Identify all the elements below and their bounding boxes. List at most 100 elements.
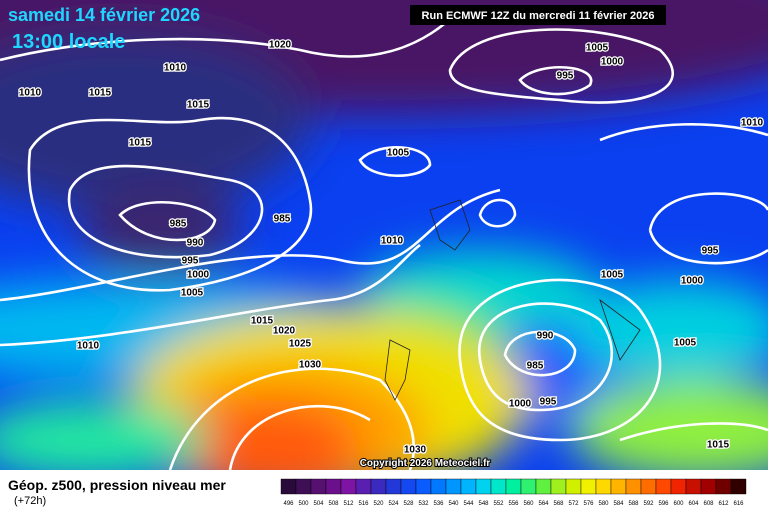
colorbar-cell: [625, 478, 642, 495]
isobar-label: 990: [537, 331, 554, 342]
colorbar-label: 588: [628, 501, 639, 507]
isobar-label: 1010: [164, 63, 187, 74]
colorbar-label: 596: [658, 501, 669, 507]
run-label: Run ECMWF 12Z du mercredi 11 février 202…: [422, 10, 655, 22]
colorbar-label: 560: [523, 501, 534, 507]
isobar-label: 1015: [707, 440, 730, 451]
isobar-label: 1015: [129, 138, 152, 149]
isobar-label: 1005: [586, 43, 609, 54]
colorbar-label: 516: [358, 501, 369, 507]
colorbar-cell: [415, 478, 432, 495]
colorbar-label: 580: [598, 501, 609, 507]
colorbar-label: 524: [388, 501, 399, 507]
isobar-label: 1000: [601, 57, 624, 68]
isobar-label: 1000: [681, 276, 704, 287]
colorbar-label: 612: [718, 501, 729, 507]
colorbar-label: 584: [613, 501, 624, 507]
colorbar-cell: [655, 478, 672, 495]
colorbar: 496 500 504 508 512 516 520 524 528 532 536 540 544 5…: [280, 478, 747, 507]
run-box: [410, 5, 666, 25]
time-label: 13:00 locale: [12, 31, 125, 53]
colorbar-label: 548: [478, 501, 489, 507]
colorbar-label: 604: [688, 501, 699, 507]
colorbar-cell: [505, 478, 522, 495]
isobar-label: 995: [702, 246, 719, 257]
colorbar-cell: [640, 478, 657, 495]
colorbar-cell: [370, 478, 387, 495]
colorbar-label: 496: [283, 501, 294, 507]
isobar-label: 990: [187, 238, 204, 249]
colorbar-cell: [430, 478, 447, 495]
colorbar-label: 572: [568, 501, 579, 507]
colorbar-cell: [490, 478, 507, 495]
colorbar-label: 600: [673, 501, 684, 507]
colorbar-label: 508: [328, 501, 339, 507]
isobar-label: 1030: [404, 445, 427, 456]
colorbar-label: 592: [643, 501, 654, 507]
isobar-label: 1000: [187, 270, 210, 281]
isobar-label: 1005: [181, 288, 204, 299]
colorbar-cell: [340, 478, 357, 495]
isobar-label: 995: [182, 256, 199, 267]
colorbar-label: 540: [448, 501, 459, 507]
colorbar-cell: [595, 478, 612, 495]
isobar-label: 1005: [601, 270, 624, 281]
colorbar-label: 556: [508, 501, 519, 507]
copyright: Copyright 2026 Meteociel.fr: [360, 458, 491, 469]
colorbar-label: 616: [733, 501, 744, 507]
colorbar-cell: [445, 478, 462, 495]
colorbar-cell: [460, 478, 477, 495]
colorbar-label: 520: [373, 501, 384, 507]
colorbar-cell: [565, 478, 582, 495]
isobar-label: 1025: [289, 339, 312, 350]
isobar-label: 985: [170, 219, 187, 230]
colorbar-label: 568: [553, 501, 564, 507]
colorbar-label: 504: [313, 501, 324, 507]
isobar-label: 1010: [381, 236, 404, 247]
lead-label: (+72h): [14, 495, 46, 507]
isobar-label: 1015: [89, 88, 112, 99]
isobar-label: 1020: [273, 326, 296, 337]
colorbar-label: 512: [343, 501, 354, 507]
field-label: Géop. z500, pression niveau mer: [8, 477, 226, 493]
colorbar-cell: [730, 478, 747, 495]
colorbar-label: 532: [418, 501, 429, 507]
colorbar-cell: [700, 478, 717, 495]
colorbar-cell: [580, 478, 597, 495]
isobar-label: 1010: [19, 88, 42, 99]
isobar-label: 1030: [299, 360, 322, 371]
isobar-label: 1010: [741, 118, 764, 129]
isobar-label: 1015: [187, 100, 210, 111]
colorbar-cell: [475, 478, 492, 495]
colorbar-cell: [550, 478, 567, 495]
isobar-label: 1020: [269, 40, 292, 51]
colorbar-label: 528: [403, 501, 414, 507]
colorbar-label: 564: [538, 501, 549, 507]
isobar-label: 1015: [251, 316, 274, 327]
colorbar-cell: [535, 478, 552, 495]
colorbar-cell: [385, 478, 402, 495]
isobar-label: 1005: [387, 148, 410, 159]
colorbar-label: 608: [703, 501, 714, 507]
colorbar-label: 500: [298, 501, 309, 507]
colorbar-cell: [280, 478, 297, 495]
isobar-label: 995: [540, 397, 557, 408]
colorbar-cell: [310, 478, 327, 495]
colorbar-cell: [685, 478, 702, 495]
colorbar-cell: [520, 478, 537, 495]
colorbar-label: 576: [583, 501, 594, 507]
isobar-label: 1010: [77, 341, 100, 352]
colorbar-cell: [325, 478, 342, 495]
colorbar-cell: [295, 478, 312, 495]
colorbar-label: 536: [433, 501, 444, 507]
isobar-label: 995: [557, 71, 574, 82]
isobar-label: 985: [274, 214, 291, 225]
colorbar-cell: [670, 478, 687, 495]
colorbar-label: 544: [463, 501, 474, 507]
isobar-label: 1005: [674, 338, 697, 349]
isobar-label: 1000: [509, 399, 532, 410]
colorbar-cell: [400, 478, 417, 495]
